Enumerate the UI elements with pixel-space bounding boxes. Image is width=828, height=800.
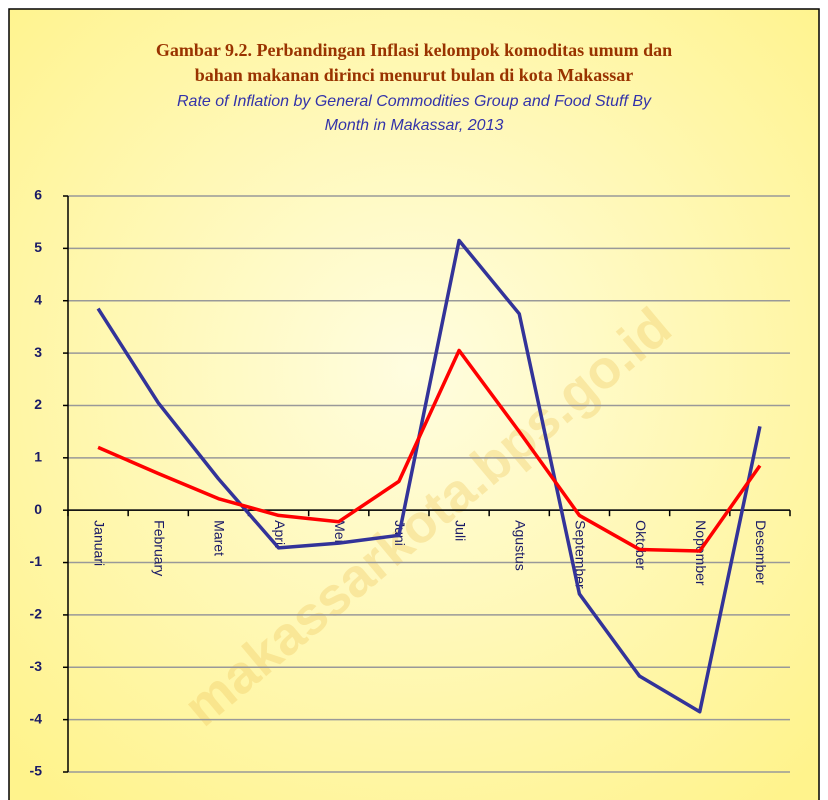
- y-tick-label: -4: [30, 710, 43, 726]
- series-line: [97, 348, 762, 553]
- x-tick-label: Oktober: [633, 520, 649, 570]
- y-tick-label: -2: [30, 606, 43, 622]
- x-tick-label: Januari: [91, 520, 107, 566]
- chart-subtitle: Rate of Inflation by General Commodities…: [177, 93, 652, 110]
- chart-title: bahan makanan dirinci menurut bulan di k…: [195, 65, 634, 85]
- y-tick-label: -1: [30, 553, 43, 569]
- chart-frame: [8, 8, 820, 800]
- x-tick-label: April: [272, 520, 288, 548]
- chart-subtitle: Month in Makassar, 2013: [325, 117, 504, 134]
- x-tick-label: Mei: [332, 520, 348, 543]
- chart-title: Gambar 9.2. Perbandingan Inflasi kelompo…: [156, 40, 672, 60]
- y-tick-label: -5: [30, 763, 43, 779]
- x-tick-label: Maret: [212, 520, 228, 556]
- y-tick-label: -3: [30, 658, 43, 674]
- x-tick-label: Agustus: [513, 520, 529, 571]
- y-tick-label: 6: [34, 187, 42, 203]
- x-tick-label: Nopember: [693, 520, 709, 586]
- y-tick-label: 4: [34, 291, 42, 307]
- x-tick-label: February: [152, 520, 168, 576]
- y-tick-label: 5: [34, 239, 42, 255]
- x-tick-label: Desember: [753, 520, 769, 585]
- x-tick-label: Juli: [452, 520, 468, 541]
- series-line: [96, 238, 762, 714]
- y-tick-label: 1: [34, 449, 42, 465]
- x-tick-label: September: [573, 520, 589, 589]
- y-tick-label: 0: [34, 501, 42, 517]
- y-tick-label: 2: [34, 396, 42, 412]
- y-tick-label: 3: [34, 344, 42, 360]
